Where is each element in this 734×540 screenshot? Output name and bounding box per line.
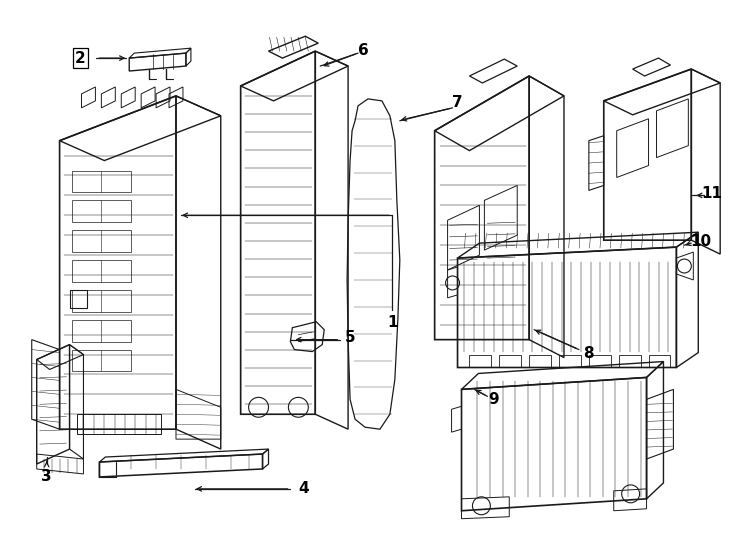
Text: 10: 10: [691, 234, 712, 248]
Text: 4: 4: [298, 481, 308, 496]
Bar: [70, 290, 87, 308]
Text: 2: 2: [75, 51, 86, 65]
Text: 6: 6: [357, 43, 368, 58]
Text: 5: 5: [345, 330, 355, 345]
Text: 7: 7: [452, 96, 463, 110]
Text: 1: 1: [388, 315, 398, 330]
Text: 3: 3: [41, 469, 52, 484]
Text: 8: 8: [584, 346, 594, 361]
Text: 9: 9: [488, 392, 498, 407]
Text: 11: 11: [702, 186, 723, 201]
